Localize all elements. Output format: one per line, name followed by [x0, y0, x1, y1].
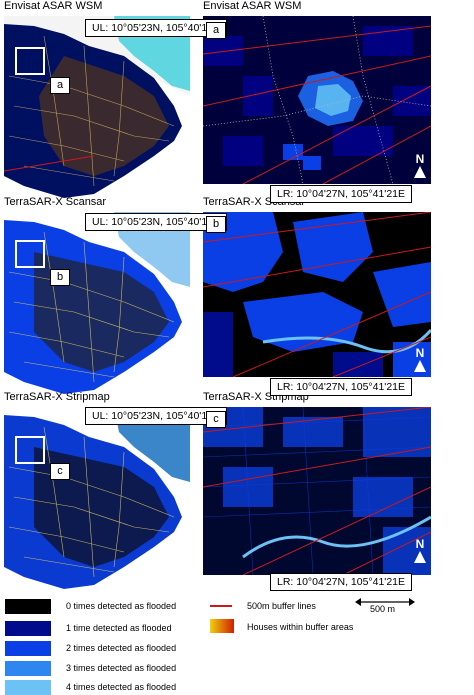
lr-coordinates-a: LR: 10°04'27N, 105°41'21E — [270, 185, 412, 203]
panel-a-right-title: Envisat ASAR WSM — [203, 0, 302, 12]
detail-map-a — [203, 16, 431, 184]
overview-map-a — [4, 16, 190, 201]
legend-swatch-3 — [5, 661, 51, 676]
legend-swatch-0 — [5, 599, 51, 614]
houses-swatch — [210, 619, 234, 633]
detail-map-c — [203, 407, 431, 575]
detail-tag-b: b — [206, 216, 226, 233]
detail-tag-c: c — [206, 411, 226, 428]
panel-b-left-title: TerraSAR-X Scansar — [4, 196, 107, 208]
lr-coordinates-c: LR: 10°04'27N, 105°41'21E — [270, 573, 412, 591]
legend-label-2: 2 times detected as flooded — [66, 643, 177, 653]
panel-a-left-title: Envisat ASAR WSM — [4, 0, 103, 12]
legend-label-3: 3 times detected as flooded — [66, 663, 177, 673]
zoom-box-b — [15, 240, 45, 268]
scale-bar — [355, 594, 415, 606]
ul-coordinates-b: UL: 10°05'23N, 105°40'15E — [85, 213, 227, 231]
legend-label-0: 0 times detected as flooded — [66, 601, 177, 611]
north-arrow-icon: N — [412, 152, 428, 178]
zoom-box-c — [15, 436, 45, 464]
zoom-box-a — [15, 47, 45, 75]
detail-map-b — [203, 212, 431, 377]
houses-label: Houses within buffer areas — [247, 622, 354, 632]
detail-tag-a: a — [206, 22, 226, 39]
legend-label-1: 1 time detected as flooded — [66, 623, 172, 633]
legend-swatch-2 — [5, 641, 51, 656]
buffer-line-swatch — [210, 605, 232, 607]
ul-coordinates-a: UL: 10°05'23N, 105°40'15E — [85, 19, 227, 37]
legend-label-4: 4 times detected as flooded — [66, 682, 177, 692]
overview-tag-b: b — [50, 269, 70, 286]
legend-swatch-1 — [5, 621, 51, 636]
north-arrow-icon: N — [412, 537, 428, 563]
panel-c-left-title: TerraSAR-X Stripmap — [4, 391, 110, 403]
overview-map-c — [4, 407, 190, 592]
legend-swatch-4 — [5, 680, 51, 695]
lr-coordinates-b: LR: 10°04'27N, 105°41'21E — [270, 378, 412, 396]
ul-coordinates-c: UL: 10°05'23N, 105°40'15E — [85, 407, 227, 425]
overview-tag-a: a — [50, 77, 70, 94]
buffer-line-label: 500m buffer lines — [247, 601, 316, 611]
north-arrow-icon: N — [412, 346, 428, 372]
scale-label: 500 m — [370, 604, 396, 614]
overview-tag-c: c — [50, 463, 70, 480]
